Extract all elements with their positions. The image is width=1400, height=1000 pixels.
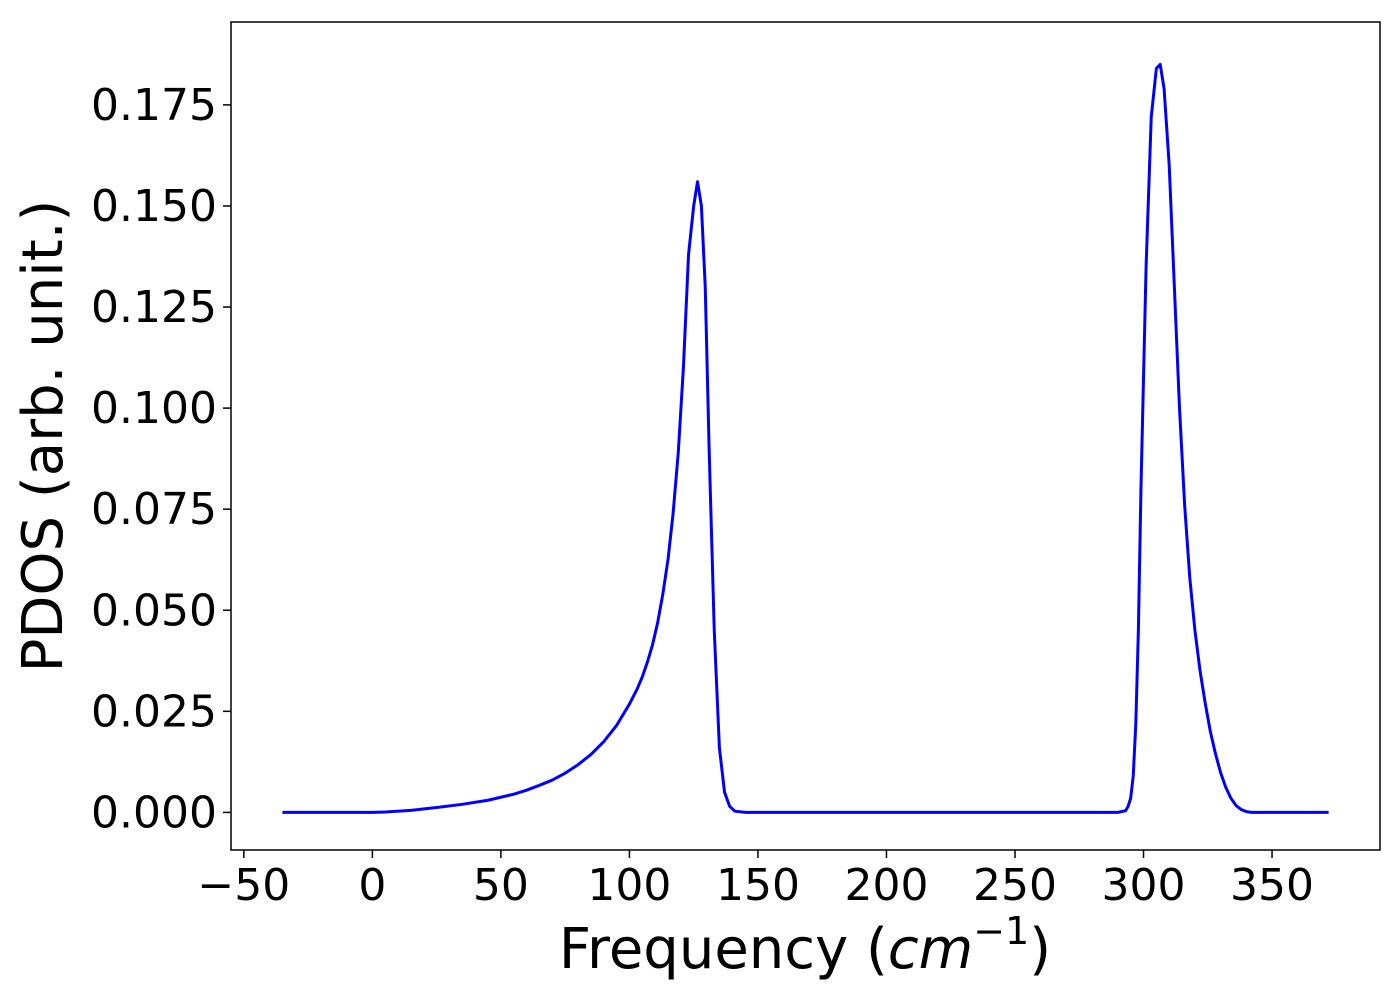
y-tick-label: 0.125 (91, 282, 217, 333)
x-axis-label: Frequency (cm−1) (559, 909, 1051, 982)
y-tick-label: 0.050 (91, 585, 217, 636)
x-tick-label: 250 (973, 860, 1057, 911)
x-tick-label: 0 (358, 860, 386, 911)
y-axis-label: PDOS (arb. unit.) (11, 200, 76, 673)
x-tick-label: 350 (1230, 860, 1314, 911)
plot-area (282, 62, 1329, 814)
x-axis: −50 0 50 100 150 200 250 300 350 (197, 850, 1314, 911)
axes-frame (230, 21, 1381, 851)
y-tick-label: 0.025 (91, 686, 217, 737)
y-tick-label: 0.075 (91, 484, 217, 535)
x-tick-label: 100 (587, 860, 671, 911)
x-tick-label: 300 (1102, 860, 1186, 911)
x-tick-label: 150 (716, 860, 800, 911)
x-tick-label: 200 (844, 860, 928, 911)
x-tick-label: 50 (473, 860, 529, 911)
y-tick-label: 0.100 (91, 383, 217, 434)
x-tick-label: −50 (197, 860, 290, 911)
y-tick-label: 0.150 (91, 181, 217, 232)
y-tick-label: 0.175 (91, 80, 217, 131)
y-axis: 0.000 0.025 0.050 0.075 0.100 0.125 0.150 0.175 (91, 80, 231, 838)
y-tick-label: 0.000 (91, 787, 217, 838)
pdos-series-line (282, 62, 1329, 814)
